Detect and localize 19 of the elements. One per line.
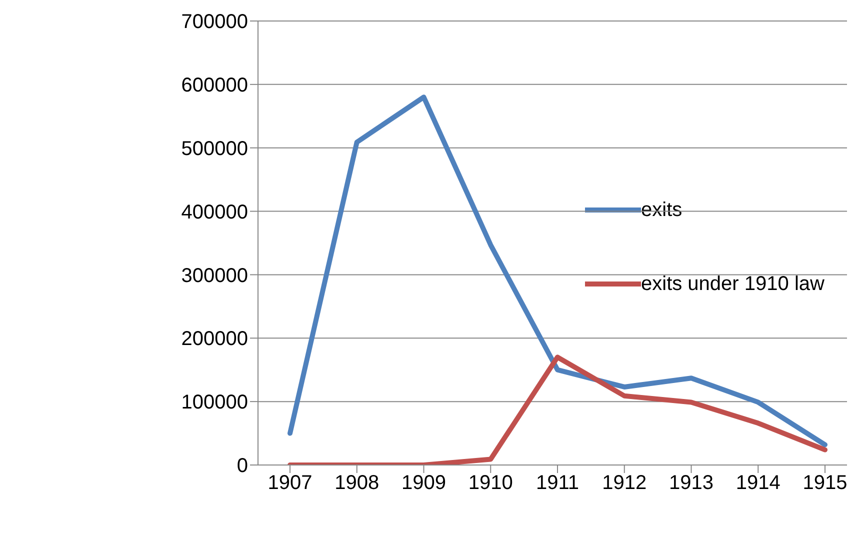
x-tick-label: 1913 xyxy=(669,472,714,494)
y-tick-label: 100000 xyxy=(181,392,248,414)
y-tick-label: 0 xyxy=(236,455,248,478)
y-tick-label: 300000 xyxy=(181,264,248,287)
x-tick-label: 1907 xyxy=(268,472,312,494)
y-tick-label: 700000 xyxy=(181,11,248,34)
legend-label: exits under 1910 law xyxy=(641,272,824,296)
x-tick-label: 1909 xyxy=(402,472,446,494)
y-tick-label: 400000 xyxy=(181,201,248,224)
y-tick-label: 500000 xyxy=(181,138,248,160)
x-tick-label: 1915 xyxy=(802,472,848,494)
y-tick-label: 200000 xyxy=(181,328,248,350)
legend-label: exits xyxy=(641,198,682,222)
x-tick-label: 1908 xyxy=(334,472,380,494)
x-tick-label: 1910 xyxy=(468,472,513,494)
x-tick-label: 1914 xyxy=(736,472,780,494)
x-tick-label: 1912 xyxy=(602,472,647,494)
y-tick-label: 600000 xyxy=(181,74,248,97)
x-tick-label: 1911 xyxy=(536,472,580,494)
